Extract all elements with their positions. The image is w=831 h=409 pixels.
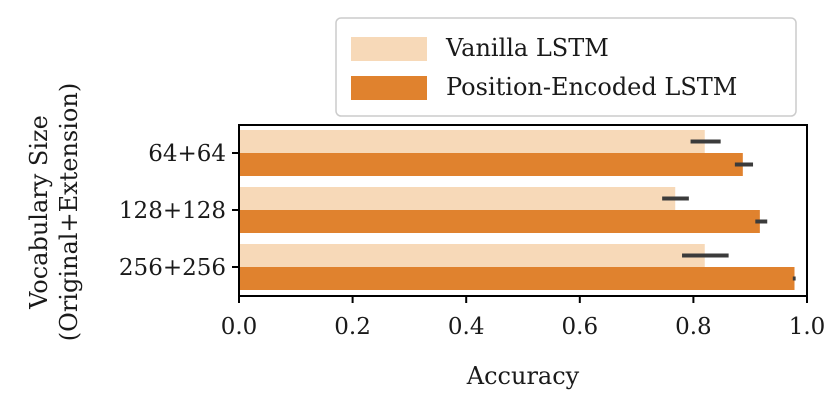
y-axis-title-line2: (Original+Extension) [55, 83, 83, 341]
legend-label-vanilla: Vanilla LSTM [445, 34, 609, 62]
y-tick-label: 64+64 [148, 141, 226, 167]
legend-label-position-encoded: Position-Encoded LSTM [446, 73, 737, 101]
x-tick-label: 0.8 [675, 314, 712, 340]
bar-vanilla-128+128 [239, 187, 676, 210]
x-tick-label: 0.2 [334, 314, 371, 340]
x-tick-label: 0.6 [562, 314, 599, 340]
x-tick-label: 0.4 [448, 314, 485, 340]
bar-position-encoded-256+256 [239, 267, 795, 290]
bar-position-encoded-128+128 [239, 210, 760, 233]
x-tick-label: 1.0 [789, 314, 826, 340]
x-ticks-layer: 0.0 0.2 0.4 0.6 0.8 1.0 [221, 296, 826, 340]
y-tick-label: 128+128 [119, 198, 226, 224]
bar-vanilla-256+256 [239, 244, 705, 267]
bars-layer [239, 130, 795, 290]
legend-frame [335, 17, 797, 117]
y-axis-title: Vocabulary Size (Original+Extension) [25, 83, 83, 341]
y-axis-title-line1: Vocabulary Size [25, 115, 53, 310]
legend: Vanilla LSTM Position-Encoded LSTM [335, 17, 797, 117]
y-tick-label: 256+256 [119, 255, 226, 281]
legend-swatch-vanilla [351, 37, 427, 61]
bar-vanilla-64+64 [239, 130, 705, 153]
y-ticks-layer: 64+64 128+128 256+256 [119, 141, 239, 281]
x-tick-label: 0.0 [221, 314, 258, 340]
error-bars-layer [662, 139, 796, 281]
legend-swatch-position-encoded [351, 76, 427, 100]
x-axis-title: Accuracy [466, 362, 580, 390]
bar-position-encoded-64+64 [239, 153, 743, 176]
